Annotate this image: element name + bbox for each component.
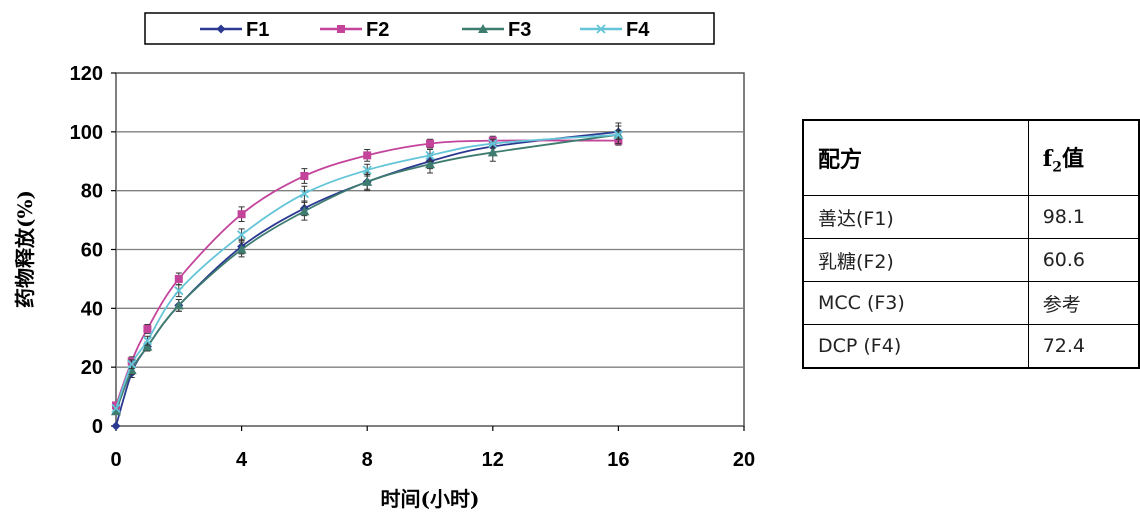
f2-value-cell: 参考 (1027, 281, 1140, 325)
table-row: 善达(F1) 98.1 (802, 195, 1140, 239)
data-point (111, 421, 121, 431)
x-tick-label: 0 (110, 449, 121, 471)
data-point (142, 341, 153, 351)
f2-table: 配方 f2值 善达(F1) 98.1 乳糖(F2) 60.6 MCC (F3) … (802, 119, 1140, 369)
data-point (236, 230, 247, 240)
table-header-row: 配方 f2值 (802, 119, 1140, 196)
grid (116, 131, 744, 368)
x-tick-label: 8 (362, 449, 373, 471)
data-point (143, 324, 152, 333)
series-f4 (111, 129, 624, 413)
data-point (236, 244, 247, 254)
formula-cell: 乳糖(F2) (802, 238, 1029, 282)
y-tick-label: 100 (70, 122, 103, 144)
data-point (487, 147, 498, 157)
data-point (127, 359, 137, 369)
header-f2-main: f (1042, 145, 1053, 172)
data-point (613, 130, 624, 140)
series (111, 122, 624, 431)
data-point (174, 286, 184, 296)
series-line (115, 133, 619, 409)
data-point (111, 403, 121, 413)
legend-marker (596, 24, 606, 34)
header-f2-suffix: 值 (1061, 145, 1084, 172)
data-point (425, 150, 435, 161)
data-point (299, 188, 310, 199)
x-tick-label: 12 (482, 449, 504, 471)
header-f2: f2值 (1027, 119, 1140, 196)
y-tick-label: 80 (81, 181, 103, 203)
data-point (112, 401, 120, 410)
table-row: 乳糖(F2) 60.6 (802, 238, 1140, 282)
formula-cell: DCP (F4) (802, 324, 1029, 369)
table-row: DCP (F4) 72.4 (802, 324, 1140, 369)
release-chart: F1 F2 F3 F4 0 20 40 60 80 100 120 0 4 8 12 16 20 时间(小时)… (13, 12, 756, 511)
data-point (173, 300, 184, 310)
data-point (426, 139, 434, 148)
tick-labels: 0 20 40 60 80 100 120 0 4 8 12 16 20 (70, 63, 756, 471)
data-point (425, 159, 435, 169)
legend-marker (478, 24, 488, 33)
x-tick-label: 16 (607, 449, 629, 471)
legend-label: F4 (626, 19, 650, 41)
data-point (362, 165, 372, 175)
legend-label: F1 (246, 19, 269, 41)
data-point (488, 138, 498, 149)
y-tick-label: 40 (81, 298, 103, 320)
data-point (300, 171, 309, 180)
header-f2-sub: 2 (1052, 159, 1062, 176)
f2-value-cell: 60.6 (1027, 238, 1140, 282)
header-formula: 配方 (802, 119, 1029, 196)
data-point (237, 210, 246, 219)
x-axis-label: 时间(小时) (381, 487, 480, 511)
legend-entry-f4: F4 (580, 19, 650, 41)
formula-cell: 善达(F1) (802, 195, 1029, 239)
series-line (115, 139, 619, 406)
legend: F1 F2 F3 F4 (200, 19, 650, 41)
legend-entry-f1: F1 (200, 19, 269, 41)
y-tick-label: 0 (92, 416, 103, 438)
data-point (363, 151, 372, 160)
series-f2 (112, 135, 623, 410)
f2-value-cell: 72.4 (1027, 324, 1140, 369)
data-point (111, 406, 121, 416)
data-point (174, 274, 183, 283)
legend-label: F3 (508, 19, 531, 41)
y-tick-label: 120 (70, 63, 103, 85)
y-axis-label: 药物释放(%) (13, 190, 37, 308)
legend-entry-f2: F2 (320, 19, 389, 41)
x-tick-label: 20 (733, 449, 755, 471)
data-point (299, 206, 310, 216)
data-point (142, 336, 153, 346)
data-point (362, 176, 373, 186)
formula-cell: MCC (F3) (802, 281, 1029, 325)
y-tick-label: 20 (81, 357, 103, 379)
table-row: MCC (F3) 参考 (802, 281, 1140, 325)
y-tick-label: 60 (81, 240, 103, 262)
legend-label: F2 (366, 19, 389, 41)
legend-marker (216, 24, 226, 34)
x-tick-label: 4 (236, 449, 248, 471)
f2-value-cell: 98.1 (1027, 195, 1140, 239)
legend-entry-f3: F3 (462, 19, 531, 41)
series-line (115, 133, 619, 412)
legend-marker (337, 25, 345, 33)
